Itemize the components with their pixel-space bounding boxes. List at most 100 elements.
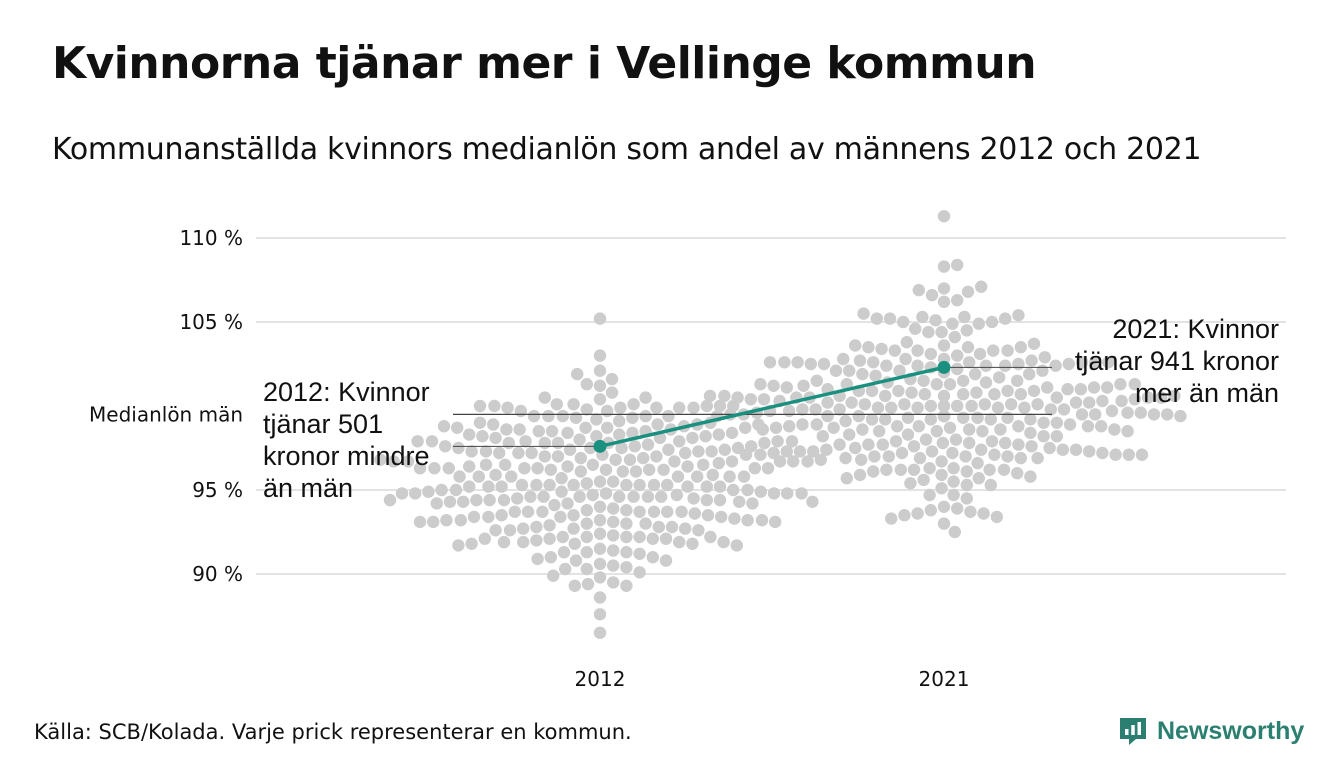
municipality-dot-2012 <box>478 532 491 545</box>
municipality-dot-2012 <box>473 399 487 413</box>
municipality-dot-2021 <box>905 386 918 399</box>
municipality-dot-2012 <box>531 552 544 566</box>
municipality-dot-2021 <box>897 315 910 329</box>
municipality-dot-2012 <box>556 530 569 544</box>
municipality-dot-2021 <box>936 436 949 450</box>
municipality-dot-2021 <box>763 356 777 369</box>
municipality-dot-2012 <box>500 423 513 436</box>
municipality-dot-2012 <box>806 495 819 508</box>
municipality-dot-2012 <box>705 445 718 458</box>
municipality-dot-2021 <box>868 450 881 463</box>
municipality-dot-2021 <box>924 504 937 517</box>
municipality-dot-2021 <box>1025 440 1038 453</box>
municipality-dot-2021 <box>985 315 999 329</box>
municipality-dot-2012 <box>543 519 556 532</box>
municipality-dot-2021 <box>949 433 963 446</box>
municipality-dot-2012 <box>605 372 619 386</box>
municipality-dot-2021 <box>862 341 875 354</box>
municipality-dot-2012 <box>495 509 508 522</box>
municipality-dot-2021 <box>718 389 731 403</box>
municipality-dot-2021 <box>1087 381 1101 394</box>
municipality-dot-2021 <box>937 500 951 513</box>
municipality-dot-2012 <box>628 440 641 453</box>
municipality-dot-2021 <box>935 482 948 495</box>
municipality-dot-2021 <box>1014 388 1027 401</box>
municipality-dot-2021 <box>885 512 898 525</box>
municipality-dot-2012 <box>538 450 551 463</box>
municipality-dot-2021 <box>783 404 796 418</box>
municipality-dot-2021 <box>891 420 904 433</box>
municipality-dot-2021 <box>988 388 1001 401</box>
municipality-dot-2021 <box>975 443 988 456</box>
municipality-dot-2012 <box>700 493 713 507</box>
municipality-dot-2021 <box>1014 451 1027 465</box>
municipality-dot-2021 <box>1001 344 1014 357</box>
municipality-dot-2012 <box>559 562 572 576</box>
municipality-dot-2012 <box>650 401 663 414</box>
municipality-dot-2012 <box>673 535 686 549</box>
municipality-dot-2012 <box>668 455 681 468</box>
municipality-dot-2021 <box>943 421 957 434</box>
municipality-dot-2021 <box>827 421 840 434</box>
municipality-dot-2012 <box>607 544 620 557</box>
municipality-dot-2021 <box>1012 438 1025 451</box>
municipality-dot-2021 <box>929 314 942 327</box>
municipality-dot-2012 <box>593 626 607 639</box>
municipality-dot-2021 <box>1105 404 1119 418</box>
municipality-dot-2012 <box>439 440 452 453</box>
municipality-dot-2012 <box>681 480 694 493</box>
municipality-dot-2021 <box>991 401 1005 414</box>
municipality-dot-2012 <box>395 487 409 500</box>
municipality-dot-2021 <box>946 446 959 460</box>
municipality-dot-2012 <box>701 509 715 522</box>
municipality-dot-2012 <box>530 520 543 534</box>
municipality-dot-2021 <box>1024 426 1037 440</box>
municipality-dot-2021 <box>1012 357 1025 371</box>
municipality-dot-2012 <box>470 493 483 507</box>
municipality-dot-2012 <box>442 462 455 475</box>
municipality-dot-2021 <box>1109 448 1122 461</box>
municipality-dot-2012 <box>488 399 501 413</box>
municipality-dot-2021 <box>960 492 973 505</box>
municipality-dot-2012 <box>548 498 561 512</box>
municipality-dot-2012 <box>550 398 563 411</box>
municipality-dot-2021 <box>951 399 964 413</box>
municipality-dot-2021 <box>780 445 793 458</box>
municipality-dot-2021 <box>930 378 943 391</box>
municipality-dot-2012 <box>580 530 593 544</box>
municipality-dot-2012 <box>555 472 568 485</box>
municipality-dot-2021 <box>994 423 1007 436</box>
municipality-dot-2021 <box>1018 401 1031 414</box>
municipality-dot-2012 <box>489 524 502 537</box>
municipality-dot-2012 <box>497 535 511 549</box>
municipality-dot-2012 <box>476 430 489 443</box>
municipality-dot-2021 <box>754 378 767 391</box>
municipality-dot-2012 <box>662 409 675 423</box>
municipality-dot-2012 <box>413 515 427 529</box>
municipality-dot-2012 <box>646 551 659 564</box>
municipality-dot-2012 <box>536 505 549 518</box>
municipality-dot-2012 <box>457 495 470 508</box>
municipality-dot-2012 <box>422 485 435 498</box>
municipality-dot-2012 <box>593 571 607 584</box>
municipality-dot-2021 <box>1012 309 1025 322</box>
municipality-dot-2021 <box>957 411 970 424</box>
municipality-dot-2021 <box>807 445 820 458</box>
municipality-dot-2021 <box>791 356 804 369</box>
municipality-dot-2021 <box>1108 423 1121 436</box>
municipality-dot-2012 <box>715 510 728 524</box>
municipality-dot-2012 <box>673 435 686 448</box>
municipality-dot-2012 <box>573 490 586 503</box>
municipality-dot-2012 <box>530 478 543 492</box>
municipality-dot-2021 <box>1083 396 1096 409</box>
municipality-dot-2012 <box>473 416 487 429</box>
municipality-dot-2012 <box>613 414 626 428</box>
municipality-dot-2021 <box>1096 446 1109 460</box>
y-tick-label: 110 % <box>179 226 243 250</box>
municipality-dot-2012 <box>671 470 685 483</box>
municipality-dot-2021 <box>935 455 948 468</box>
municipality-dot-2021 <box>963 436 976 450</box>
municipality-dot-2021 <box>879 413 892 426</box>
municipality-dot-2021 <box>951 502 964 515</box>
municipality-dot-2012 <box>613 490 626 503</box>
